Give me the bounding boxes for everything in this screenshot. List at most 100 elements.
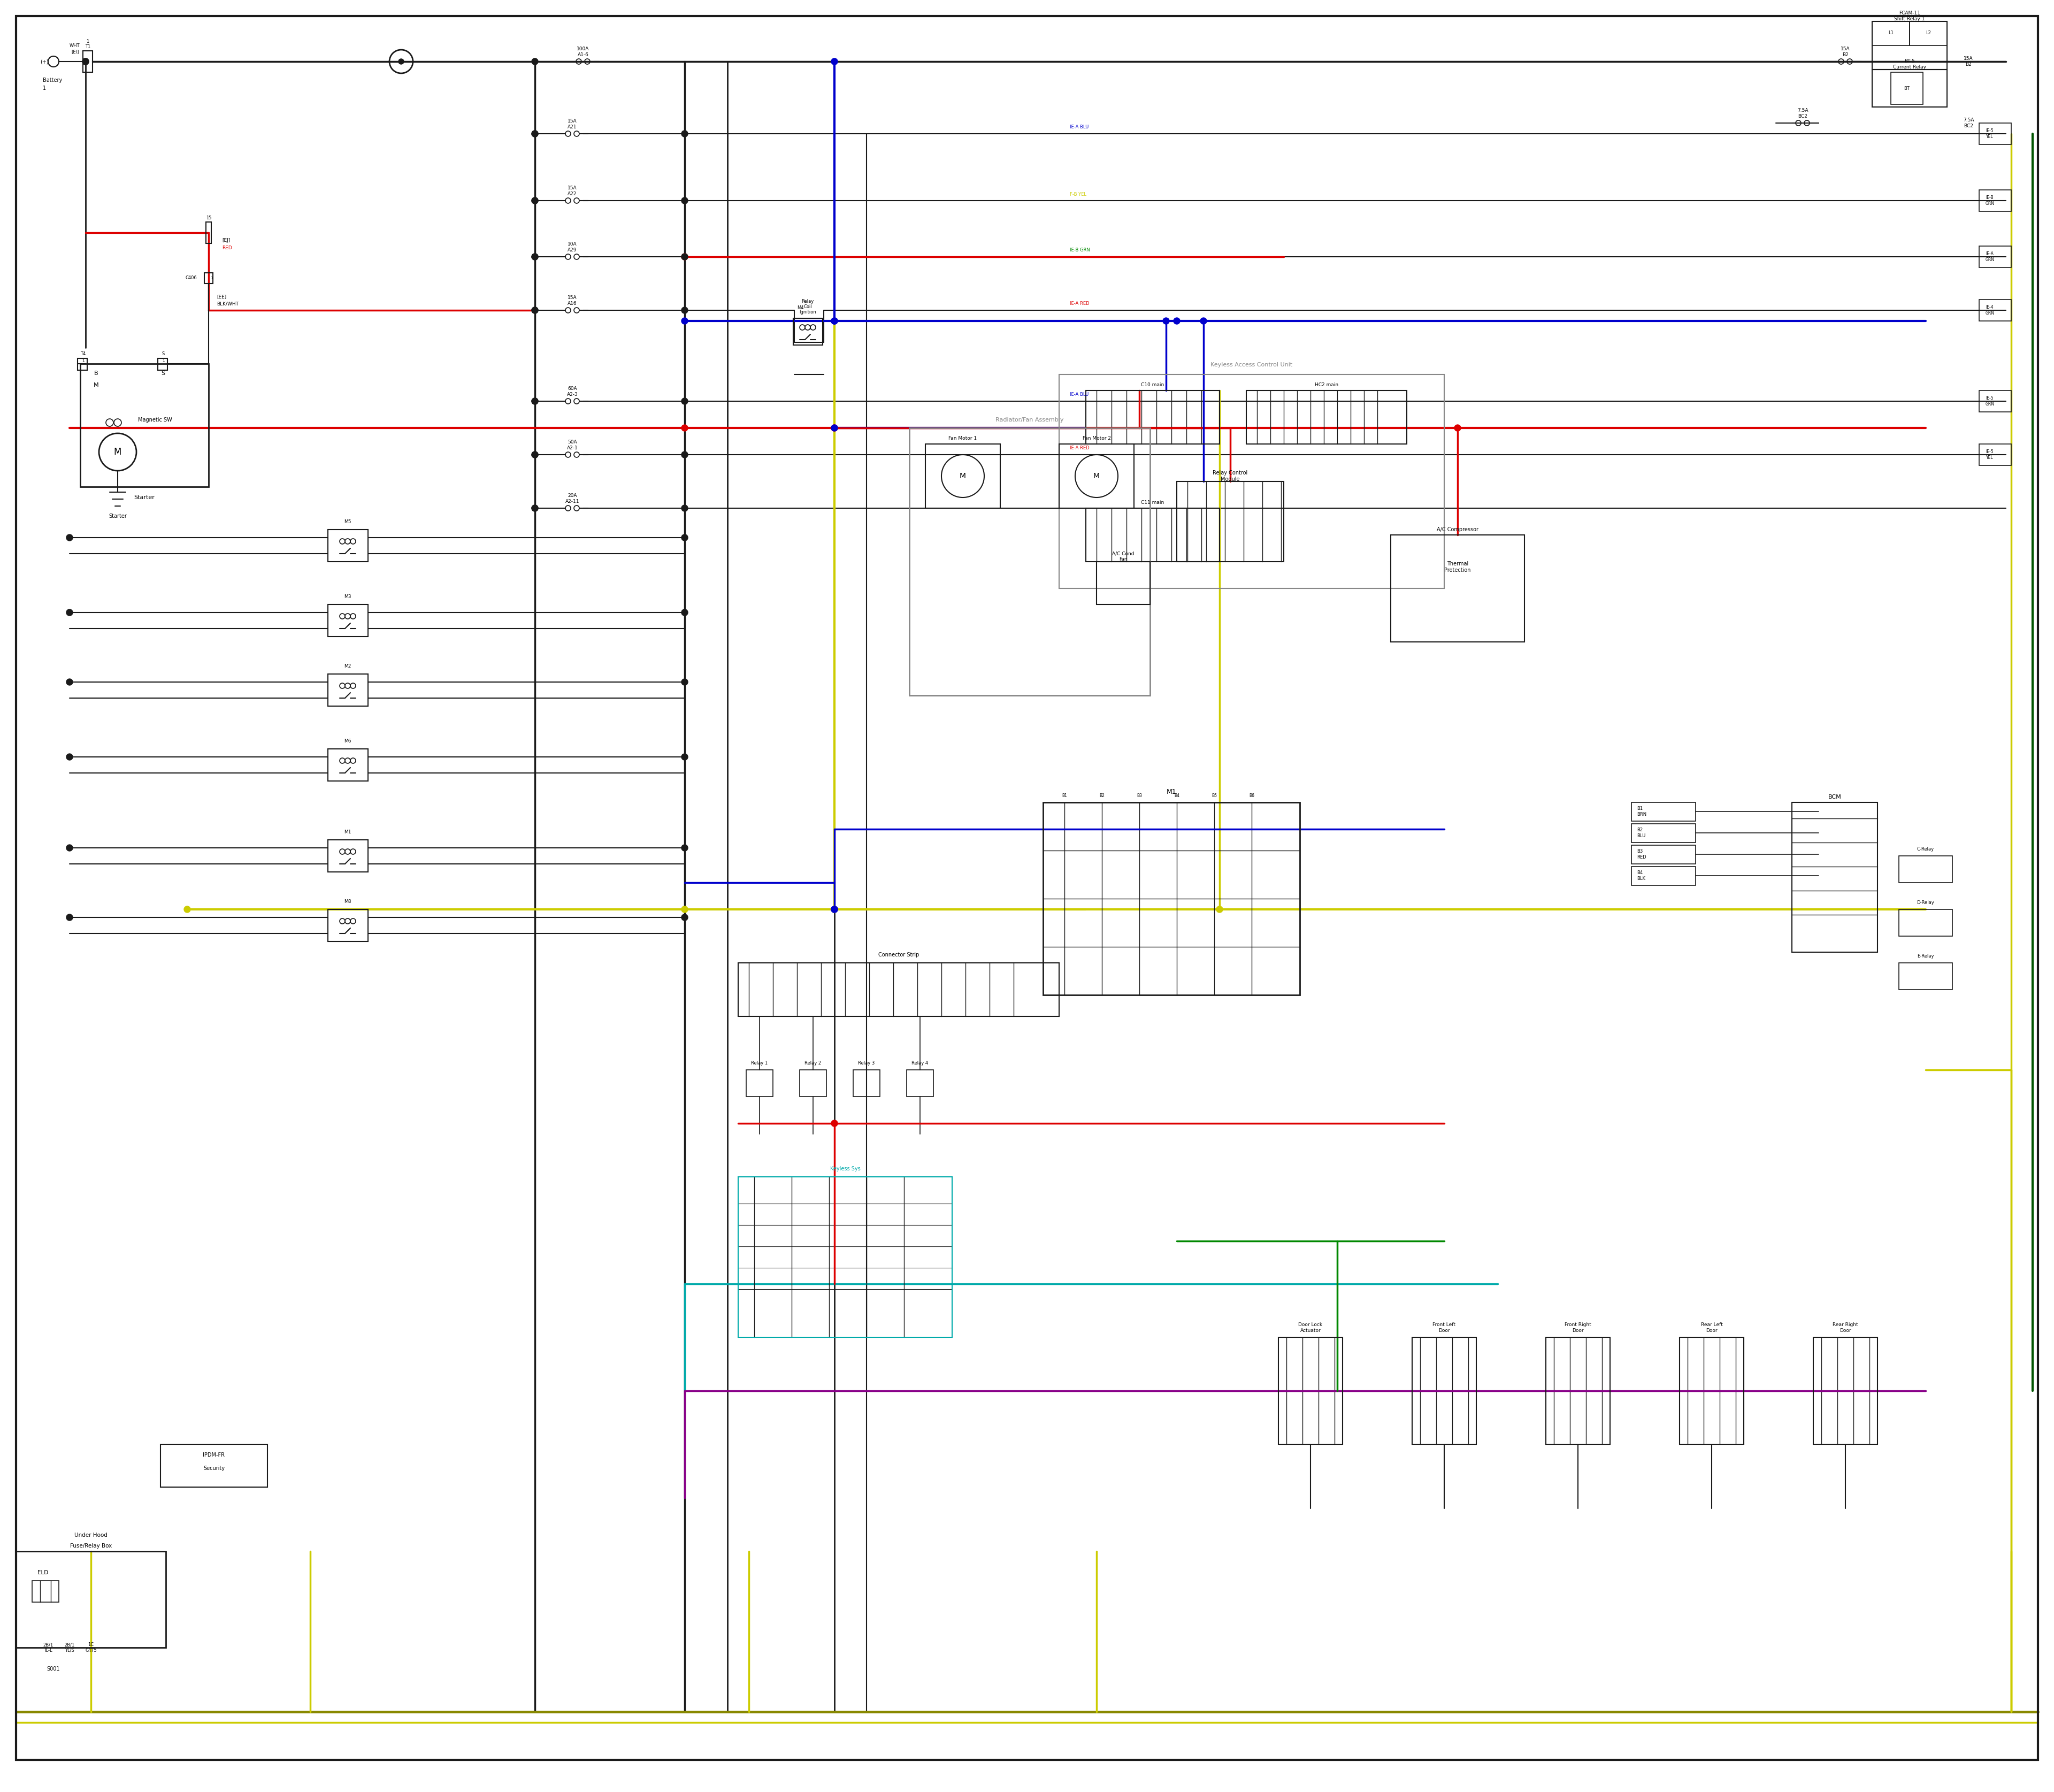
- Circle shape: [532, 398, 538, 405]
- Text: IE-A BLU: IE-A BLU: [1070, 125, 1089, 129]
- Circle shape: [682, 534, 688, 541]
- Text: Battery: Battery: [43, 77, 62, 82]
- Bar: [1898, 857, 1953, 883]
- Text: B5: B5: [1212, 794, 1216, 799]
- Text: IE-A
GRN: IE-A GRN: [1986, 251, 1994, 262]
- Text: 100A
A1-6: 100A A1-6: [577, 47, 589, 57]
- Bar: [329, 909, 368, 941]
- Text: B2: B2: [1099, 794, 1105, 799]
- Bar: [793, 319, 824, 346]
- Text: M5: M5: [345, 520, 351, 523]
- Text: [EE]: [EE]: [216, 294, 226, 299]
- Circle shape: [682, 253, 688, 260]
- Circle shape: [682, 754, 688, 760]
- Text: 60A
A2-3: 60A A2-3: [567, 387, 577, 396]
- Circle shape: [682, 844, 688, 851]
- Bar: [1910, 22, 1947, 45]
- Text: BLK/WHT: BLK/WHT: [216, 301, 238, 306]
- Text: M4: M4: [797, 305, 803, 310]
- Circle shape: [682, 679, 688, 685]
- Bar: [746, 1070, 772, 1097]
- Text: L2: L2: [1927, 30, 1931, 36]
- Circle shape: [398, 59, 405, 65]
- Bar: [205, 222, 212, 244]
- Circle shape: [532, 253, 538, 260]
- Circle shape: [682, 452, 688, 459]
- Bar: [1043, 803, 1300, 995]
- Text: D-Relay: D-Relay: [1916, 901, 1935, 905]
- Text: 1: 1: [43, 86, 45, 91]
- Text: Radiator/Fan Assembly: Radiator/Fan Assembly: [996, 418, 1064, 423]
- Text: ELD: ELD: [37, 1570, 47, 1575]
- Text: M1: M1: [345, 830, 351, 835]
- Bar: [1177, 482, 1284, 561]
- Circle shape: [532, 306, 538, 314]
- Bar: [1631, 824, 1697, 842]
- Text: Security: Security: [203, 1466, 224, 1471]
- Circle shape: [532, 452, 538, 459]
- Bar: [1247, 391, 1407, 444]
- Text: M: M: [94, 382, 99, 387]
- Bar: [1413, 1337, 1477, 1444]
- Text: A/C Cond
Fan: A/C Cond Fan: [1111, 552, 1134, 561]
- Circle shape: [532, 59, 538, 65]
- Text: 15A
B2: 15A B2: [1840, 47, 1851, 57]
- Text: RED: RED: [222, 246, 232, 251]
- Text: Starter: Starter: [134, 495, 154, 500]
- Text: 15: 15: [205, 215, 212, 220]
- Text: Relay: Relay: [801, 299, 813, 303]
- Circle shape: [1200, 317, 1208, 324]
- Text: [EI]: [EI]: [72, 50, 78, 54]
- Circle shape: [66, 754, 72, 760]
- Text: 1: 1: [162, 358, 164, 362]
- Bar: [1680, 1337, 1744, 1444]
- Bar: [1898, 909, 1953, 935]
- Text: C-Relay: C-Relay: [1916, 848, 1935, 851]
- Bar: [160, 1444, 267, 1487]
- Circle shape: [532, 452, 538, 459]
- Bar: [329, 674, 368, 706]
- Bar: [1791, 803, 1877, 952]
- Text: B2
BLU: B2 BLU: [1637, 828, 1645, 839]
- Circle shape: [682, 907, 688, 912]
- Circle shape: [66, 914, 72, 921]
- Text: IE-B
GRN: IE-B GRN: [1986, 195, 1994, 206]
- Text: Rear Left
Door: Rear Left Door: [1701, 1322, 1723, 1333]
- Text: A/C Compressor: A/C Compressor: [1436, 527, 1479, 532]
- Text: Keyless Sys: Keyless Sys: [830, 1167, 861, 1172]
- Bar: [1980, 391, 2011, 412]
- Text: E-Relay: E-Relay: [1916, 953, 1935, 959]
- Text: B1
BRN: B1 BRN: [1637, 806, 1647, 817]
- Circle shape: [832, 907, 838, 912]
- Bar: [1087, 391, 1220, 444]
- Bar: [158, 358, 168, 371]
- Text: 50A
A2-1: 50A A2-1: [567, 439, 577, 450]
- Text: L1: L1: [1888, 30, 1894, 36]
- Circle shape: [832, 317, 838, 324]
- Circle shape: [66, 679, 72, 685]
- Text: Relay 2: Relay 2: [805, 1061, 822, 1066]
- Bar: [329, 604, 368, 636]
- Text: 15A
B2: 15A B2: [1964, 56, 1974, 66]
- Text: B3
RED: B3 RED: [1637, 849, 1645, 860]
- Text: B6: B6: [1249, 794, 1255, 799]
- Bar: [1547, 1337, 1610, 1444]
- Circle shape: [682, 317, 688, 324]
- Bar: [1898, 962, 1953, 989]
- Bar: [1980, 299, 2011, 321]
- Bar: [203, 272, 214, 283]
- Circle shape: [682, 253, 688, 260]
- Circle shape: [832, 425, 838, 432]
- Circle shape: [532, 131, 538, 136]
- Text: Starter: Starter: [109, 514, 127, 520]
- Text: Relay 3: Relay 3: [859, 1061, 875, 1066]
- Bar: [1278, 1337, 1343, 1444]
- Text: S: S: [160, 371, 164, 376]
- Text: Coil: Coil: [803, 305, 811, 308]
- Text: M2: M2: [345, 663, 351, 668]
- Circle shape: [532, 398, 538, 405]
- Bar: [329, 530, 368, 561]
- Text: C406: C406: [185, 276, 197, 281]
- Circle shape: [832, 59, 838, 65]
- Text: IE-B GRN: IE-B GRN: [1070, 247, 1091, 253]
